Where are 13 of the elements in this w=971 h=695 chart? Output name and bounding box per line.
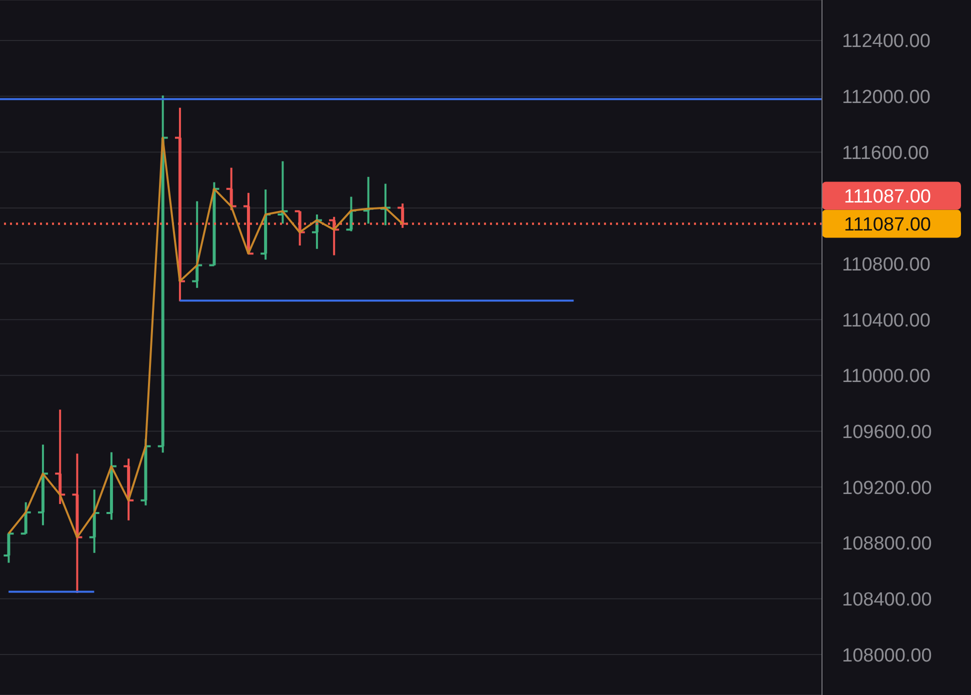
y-tick-label: 112000.00	[842, 87, 930, 108]
y-tick-label: 112400.00	[842, 31, 930, 52]
y-tick-label: 110400.00	[842, 310, 930, 332]
y-tick-label: 108000.00	[842, 645, 932, 666]
y-tick-label: 110000.00	[842, 366, 930, 388]
y-tick-label: 108800.00	[842, 534, 932, 555]
y-tick-label: 110800.00	[842, 254, 930, 276]
ref-line-label: 111087.00	[844, 186, 931, 208]
y-tick-label: 111600.00	[842, 142, 929, 164]
y-tick-label: 109200.00	[842, 478, 932, 499]
y-tick-label: 108400.00	[842, 589, 932, 610]
ref-line-label: 111087.00	[844, 214, 931, 236]
y-tick-label: 109600.00	[842, 422, 932, 443]
